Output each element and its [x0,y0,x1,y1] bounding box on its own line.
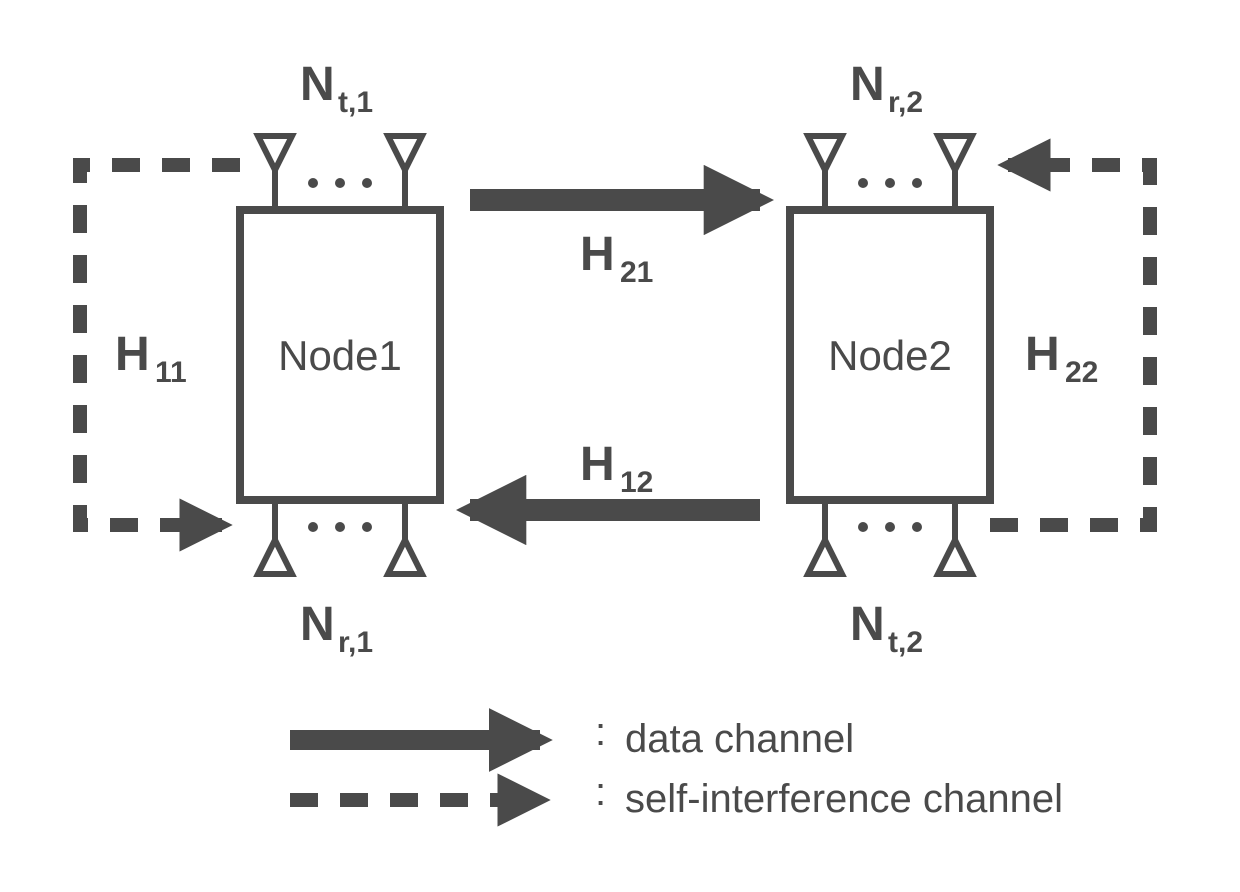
node2-top-antenna-left [808,136,842,210]
node2-bottom-antenna-right [938,500,972,574]
svg-text:N: N [850,58,885,111]
svg-text:t,2: t,2 [888,626,923,659]
svg-text:H: H [580,438,615,491]
svg-text:t,1: t,1 [338,86,373,119]
node1-top-antenna-dots [308,178,372,188]
label-H11: H 11 [115,328,187,389]
svg-text:H: H [580,228,615,281]
svg-text:N: N [300,58,335,111]
svg-text:H: H [1025,328,1060,381]
node1-top-antenna-left [258,136,292,210]
label-Nr2: N r,2 [850,58,923,119]
node1-label: Node1 [278,332,402,379]
legend-self-interference-label: self-interference channel [625,777,1063,821]
svg-text:12: 12 [620,466,653,499]
node2-top-antenna-dots [858,178,922,188]
svg-text::: : [595,770,606,814]
svg-text:r,2: r,2 [888,86,923,119]
svg-text:r,1: r,1 [338,626,373,659]
full-duplex-channel-diagram: Node1 Node2 [0,0,1240,892]
svg-text:22: 22 [1065,356,1098,389]
node2-top-antenna-right [938,136,972,210]
label-H21: H 21 [580,228,653,289]
label-H12: H 12 [580,438,653,499]
svg-text:21: 21 [620,256,653,289]
label-Nr1: N r,1 [300,598,373,659]
node1-top-antenna-right [388,136,422,210]
label-Nt2: N t,2 [850,598,923,659]
svg-text:11: 11 [155,356,187,389]
label-H22: H 22 [1025,328,1098,389]
node1-bottom-antenna-right [388,500,422,574]
svg-text:H: H [115,328,150,381]
arrow-H22 [990,165,1150,525]
svg-text::: : [595,710,606,754]
label-Nt1: N t,1 [300,58,373,119]
legend: : data channel : self-interference chann… [290,710,1063,821]
svg-text:N: N [300,598,335,651]
node2-label: Node2 [828,332,952,379]
svg-text:N: N [850,598,885,651]
arrow-H11 [80,165,240,525]
node1-bottom-antenna-left [258,500,292,574]
node2-bottom-antenna-left [808,500,842,574]
node2-bottom-antenna-dots [858,522,922,532]
legend-data-channel-label: data channel [625,717,854,761]
node1-bottom-antenna-dots [308,522,372,532]
